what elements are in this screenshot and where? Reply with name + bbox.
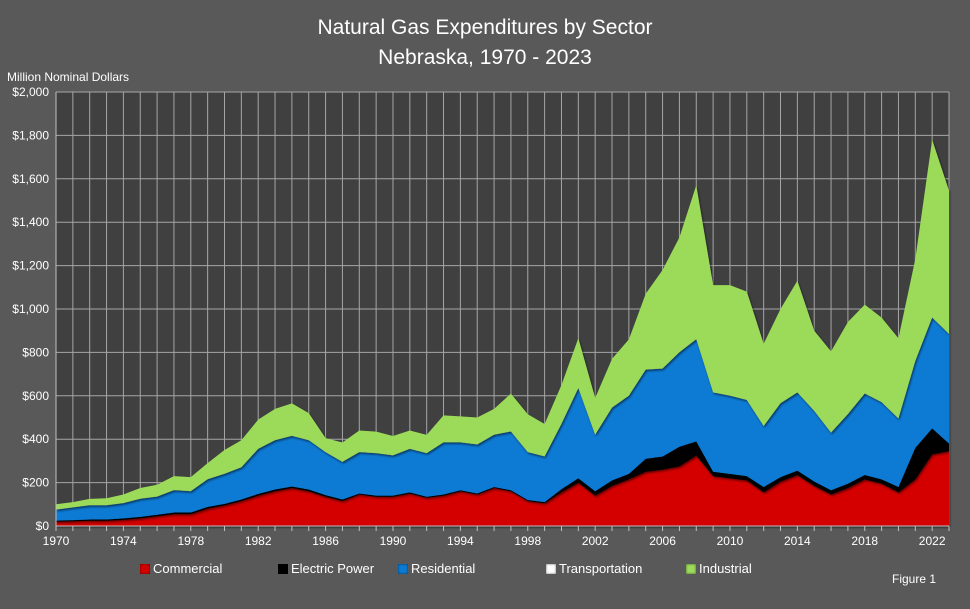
- x-tick-label: 2006: [649, 534, 676, 548]
- legend-swatch-icon: [686, 563, 696, 574]
- area-commercial: [56, 451, 949, 526]
- y-tick-label: $1,600: [12, 172, 49, 186]
- chart-title: Natural Gas Expenditures by Sector: [317, 16, 653, 39]
- legend-item-residential: Residential: [398, 561, 546, 576]
- legend-item-industrial: Industrial: [686, 561, 786, 576]
- legend-swatch-icon: [546, 563, 556, 574]
- y-tick-label: $800: [22, 345, 49, 359]
- legend-label: Residential: [411, 561, 476, 576]
- legend-label: Electric Power: [291, 561, 375, 576]
- legend-item-transportation: Transportation: [546, 561, 686, 576]
- x-tick-label: 2014: [784, 534, 811, 548]
- y-tick-label: $1,400: [12, 215, 49, 229]
- x-tick-label: 1978: [177, 534, 204, 548]
- legend-label: Commercial: [153, 561, 223, 576]
- legend-label: Industrial: [699, 561, 752, 576]
- x-tick-label: 1994: [447, 534, 474, 548]
- x-tick-label: 1990: [380, 534, 407, 548]
- figure-label: Figure 1: [892, 572, 937, 586]
- y-tick-label: $1,800: [12, 128, 49, 142]
- x-tick-label: 1982: [245, 534, 272, 548]
- legend-label: Transportation: [559, 561, 643, 576]
- x-tick-label: 1998: [514, 534, 541, 548]
- y-tick-label: $200: [22, 476, 49, 490]
- legend-swatch-icon: [140, 563, 150, 574]
- y-tick-label: $600: [22, 389, 49, 403]
- legend-item-electric-power: Electric Power: [278, 561, 398, 576]
- legend-item-commercial: Commercial: [140, 561, 278, 576]
- legend-swatch-icon: [278, 563, 288, 574]
- y-axis-label: Million Nominal Dollars: [7, 70, 130, 84]
- x-tick-label: 1986: [312, 534, 339, 548]
- y-tick-label: $1,200: [12, 259, 49, 273]
- x-tick-label: 1970: [43, 534, 70, 548]
- x-tick-label: 1974: [110, 534, 137, 548]
- chart-subtitle: Nebraska, 1970 - 2023: [378, 46, 592, 69]
- y-tick-label: $2,000: [12, 85, 49, 99]
- legend: Commercial Electric Power Residential Trans…: [140, 561, 786, 576]
- x-tick-label: 2010: [717, 534, 744, 548]
- y-tick-label: $0: [36, 519, 50, 533]
- x-tick-label: 2018: [851, 534, 878, 548]
- x-tick-label: 2022: [919, 534, 946, 548]
- legend-swatch-icon: [398, 563, 408, 574]
- x-tick-label: 2002: [582, 534, 609, 548]
- y-tick-label: $1,000: [12, 302, 49, 316]
- area-residential: [56, 317, 949, 521]
- area-industrial: [56, 139, 949, 510]
- y-tick-label: $400: [22, 432, 49, 446]
